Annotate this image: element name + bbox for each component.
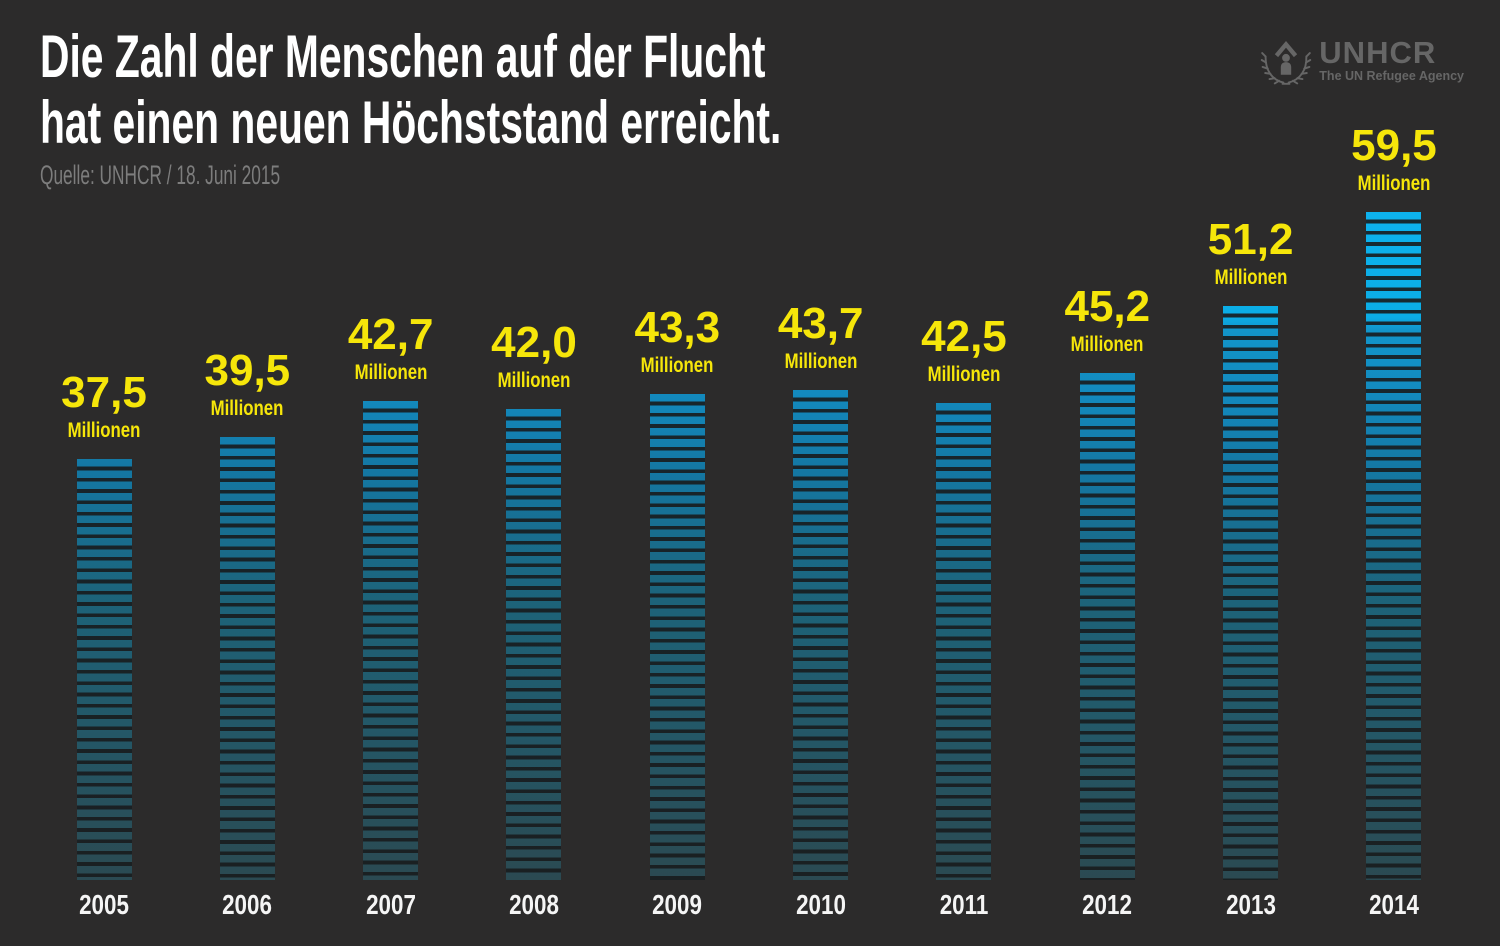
value-number: 42,0 <box>491 318 577 367</box>
value-unit: Millionen <box>354 361 428 384</box>
value-label-2005: 37,5 Millionen <box>19 368 189 442</box>
x-axis-label-2009: 2009 <box>652 889 703 920</box>
x-axis-label-2010: 2010 <box>795 889 846 920</box>
x-axis-label-2013: 2013 <box>1225 889 1276 920</box>
value-number: 42,5 <box>921 312 1007 361</box>
value-unit: Millionen <box>1070 333 1144 356</box>
bar-2013 <box>1223 306 1279 880</box>
x-axis-label-2008: 2008 <box>509 889 559 920</box>
unhcr-logo-name: UNHCR <box>1319 34 1437 70</box>
bar-2005 <box>76 459 132 880</box>
x-axis-label-2011: 2011 <box>939 889 989 920</box>
x-axis-label-2006: 2006 <box>222 889 273 920</box>
title-line-1: Die Zahl der Menschen auf der Flucht <box>40 23 766 90</box>
value-label-2007: 42,7 Millionen <box>306 310 476 384</box>
value-number: 43,3 <box>634 303 721 352</box>
x-axis-label-2012: 2012 <box>1082 889 1133 920</box>
title-line-2: hat einen neuen Höchststand erreicht. <box>40 89 782 156</box>
bar-2008 <box>506 409 562 880</box>
bar-2014 <box>1366 212 1422 880</box>
value-unit: Millionen <box>1357 172 1431 195</box>
x-axis-label-2014: 2014 <box>1369 889 1419 920</box>
value-number: 43,7 <box>777 299 864 348</box>
value-label-2009: 43,3 Millionen <box>592 303 762 377</box>
value-label-2011: 42,5 Millionen <box>879 312 1049 386</box>
value-unit: Millionen <box>640 354 714 377</box>
value-unit: Millionen <box>927 363 1001 386</box>
bar-2007 <box>363 401 419 880</box>
unhcr-logo-text: UNHCR The UN Refugee Agency <box>1319 34 1464 83</box>
value-unit: Millionen <box>1214 266 1288 289</box>
bar-2010 <box>793 390 849 880</box>
value-label-2014: 59,5 Millionen <box>1309 121 1479 195</box>
value-number: 42,7 <box>347 310 434 359</box>
value-number: 45,2 <box>1064 282 1151 331</box>
source-caption: Quelle: UNHCR / 18. Juni 2015 <box>40 160 281 190</box>
value-number: 37,5 <box>61 368 147 417</box>
value-label-2008: 42,0 Millionen <box>449 318 619 392</box>
x-axis-label-2005: 2005 <box>79 889 129 920</box>
bar-2009 <box>649 394 705 880</box>
value-label-2013: 51,2 Millionen <box>1166 215 1336 289</box>
bar-2011 <box>936 403 992 880</box>
value-label-2012: 45,2 Millionen <box>1022 282 1192 356</box>
value-unit: Millionen <box>210 397 284 420</box>
unhcr-logo: UNHCR The UN Refugee Agency <box>1260 34 1464 86</box>
unhcr-logo-tagline: The UN Refugee Agency <box>1319 68 1464 83</box>
unhcr-emblem-icon <box>1261 41 1312 85</box>
page-title: Die Zahl der Menschen auf der Flucht hat… <box>40 24 1130 156</box>
value-label-2006: 39,5 Millionen <box>162 346 332 420</box>
bar-2012 <box>1079 373 1135 880</box>
value-number: 51,2 <box>1207 215 1294 264</box>
value-label-2010: 43,7 Millionen <box>736 299 906 373</box>
bar-2006 <box>219 437 275 880</box>
value-unit: Millionen <box>67 419 141 442</box>
value-unit: Millionen <box>784 350 858 373</box>
value-number: 39,5 <box>204 346 291 395</box>
x-axis-label-2007: 2007 <box>365 889 416 920</box>
value-number: 59,5 <box>1351 121 1437 170</box>
value-unit: Millionen <box>497 369 571 392</box>
